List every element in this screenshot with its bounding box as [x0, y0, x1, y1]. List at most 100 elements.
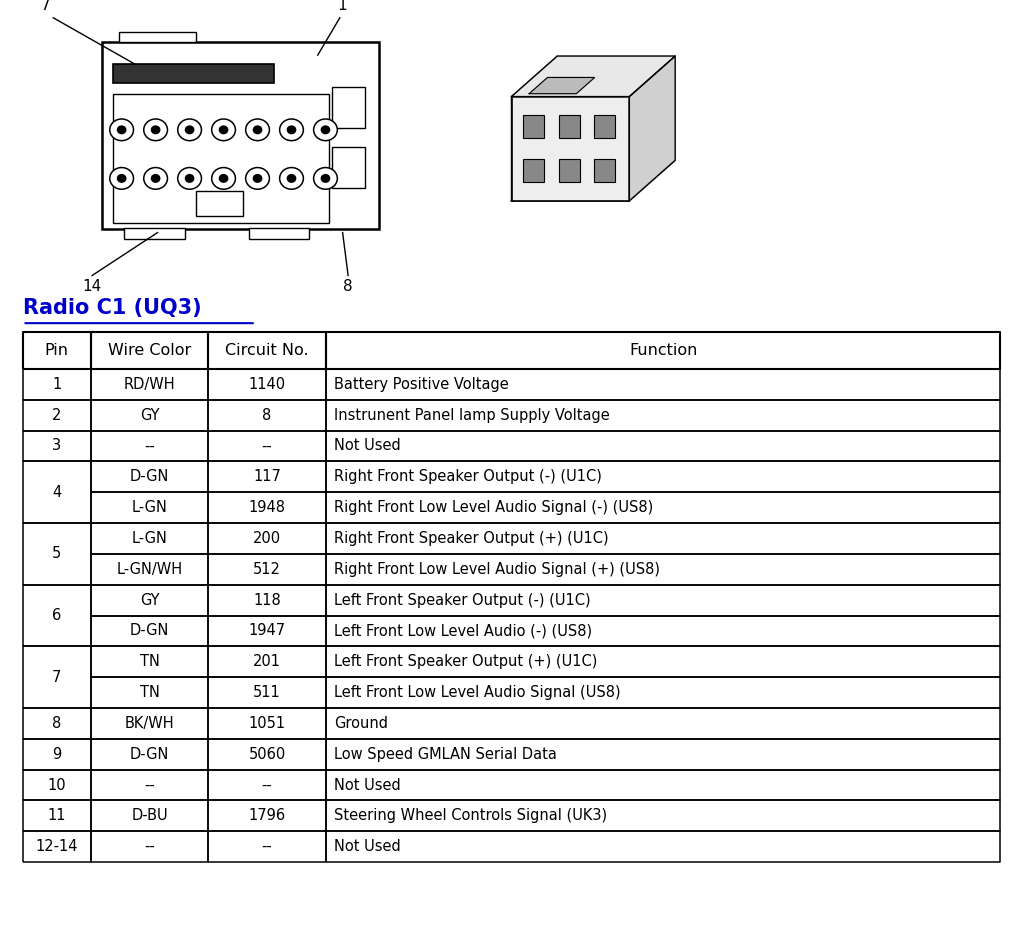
Text: Left Front Speaker Output (-) (U1C): Left Front Speaker Output (-) (U1C) [333, 592, 590, 608]
Bar [524, 115, 544, 138]
Text: 2: 2 [52, 407, 61, 423]
Circle shape [178, 167, 202, 190]
Text: 1: 1 [338, 0, 348, 13]
Text: Low Speed GMLAN Serial Data: Low Speed GMLAN Serial Data [333, 746, 557, 762]
Polygon shape [512, 56, 675, 96]
Text: BK/WH: BK/WH [125, 715, 175, 731]
Bar [119, 32, 196, 42]
Circle shape [144, 119, 168, 141]
Text: 8: 8 [262, 407, 272, 423]
Text: Right Front Speaker Output (-) (U1C): Right Front Speaker Output (-) (U1C) [333, 469, 602, 485]
Text: L-GN: L-GN [132, 531, 168, 546]
Circle shape [246, 167, 269, 190]
Text: 11: 11 [47, 808, 66, 824]
Bar [512, 96, 629, 201]
Bar [114, 64, 273, 83]
Text: Function: Function [629, 343, 698, 358]
Text: --: -- [262, 839, 272, 855]
Polygon shape [512, 161, 675, 201]
Circle shape [212, 167, 235, 190]
Circle shape [279, 167, 304, 190]
Text: Pin: Pin [45, 343, 69, 358]
Text: TN: TN [140, 654, 160, 670]
Text: 7: 7 [41, 0, 51, 13]
Text: 10: 10 [47, 777, 66, 793]
Text: Circuit No.: Circuit No. [225, 343, 309, 358]
Circle shape [118, 126, 126, 134]
Circle shape [144, 167, 168, 190]
Bar [102, 42, 379, 229]
Text: Left Front Low Level Audio Signal (US8): Left Front Low Level Audio Signal (US8) [333, 685, 621, 700]
Text: 6: 6 [52, 608, 61, 623]
Text: 12-14: 12-14 [36, 839, 78, 855]
Text: 1: 1 [52, 376, 61, 392]
Bar [331, 147, 364, 188]
Text: L-GN: L-GN [132, 500, 168, 516]
Text: Radio C1 (UQ3): Radio C1 (UQ3) [23, 298, 202, 318]
Polygon shape [529, 78, 594, 93]
Bar [559, 159, 580, 182]
Text: 118: 118 [253, 592, 281, 608]
Text: 201: 201 [253, 654, 281, 670]
Text: 200: 200 [253, 531, 281, 546]
Text: Not Used: Not Used [333, 839, 401, 855]
Circle shape [246, 119, 269, 141]
Text: 5060: 5060 [249, 746, 285, 762]
Bar [114, 94, 328, 223]
Text: Not Used: Not Used [333, 438, 401, 454]
Text: D-BU: D-BU [131, 808, 168, 824]
Circle shape [287, 175, 296, 182]
Text: Right Front Speaker Output (+) (U1C): Right Front Speaker Output (+) (U1C) [333, 531, 609, 546]
Text: Not Used: Not Used [333, 777, 401, 793]
Bar [249, 228, 309, 239]
Text: Left Front Speaker Output (+) (U1C): Left Front Speaker Output (+) (U1C) [333, 654, 597, 670]
Text: Right Front Low Level Audio Signal (-) (US8): Right Front Low Level Audio Signal (-) (… [333, 500, 653, 516]
Circle shape [212, 119, 235, 141]
Text: 117: 117 [253, 469, 281, 485]
Circle shape [109, 167, 134, 190]
Circle shape [321, 175, 329, 182]
Text: Wire Color: Wire Color [108, 343, 191, 358]
Bar [594, 115, 615, 138]
Text: 1140: 1140 [249, 376, 285, 392]
Text: 1948: 1948 [249, 500, 285, 516]
Text: 9: 9 [52, 746, 61, 762]
Circle shape [314, 119, 338, 141]
Polygon shape [629, 56, 675, 201]
Text: Instrunent Panel lamp Supply Voltage: Instrunent Panel lamp Supply Voltage [333, 407, 610, 423]
Bar [559, 115, 580, 138]
Text: 511: 511 [253, 685, 281, 700]
Text: --: -- [144, 839, 155, 855]
Text: 8: 8 [52, 715, 61, 731]
Text: Left Front Low Level Audio (-) (US8): Left Front Low Level Audio (-) (US8) [333, 623, 592, 639]
Bar [594, 159, 615, 182]
Text: D-GN: D-GN [130, 623, 170, 639]
Text: 1051: 1051 [249, 715, 285, 731]
Text: 1947: 1947 [249, 623, 285, 639]
Text: RD/WH: RD/WH [124, 376, 176, 392]
Text: GY: GY [140, 407, 160, 423]
Circle shape [219, 175, 228, 182]
Text: --: -- [144, 438, 155, 454]
Text: D-GN: D-GN [130, 746, 170, 762]
Text: Right Front Low Level Audio Signal (+) (US8): Right Front Low Level Audio Signal (+) (… [333, 561, 660, 577]
Text: 4: 4 [52, 485, 61, 500]
Circle shape [118, 175, 126, 182]
Text: Steering Wheel Controls Signal (UK3): Steering Wheel Controls Signal (UK3) [333, 808, 607, 824]
Bar [125, 228, 185, 239]
Bar [196, 191, 243, 216]
Circle shape [109, 119, 134, 141]
Circle shape [185, 126, 193, 134]
Circle shape [287, 126, 296, 134]
Circle shape [254, 126, 262, 134]
Text: L-GN/WH: L-GN/WH [117, 561, 183, 577]
Circle shape [314, 167, 338, 190]
Text: TN: TN [140, 685, 160, 700]
Text: 7: 7 [52, 670, 61, 685]
Polygon shape [512, 56, 558, 201]
Bar [331, 87, 364, 128]
Circle shape [151, 175, 160, 182]
Circle shape [151, 126, 160, 134]
Text: 3: 3 [52, 438, 61, 454]
Circle shape [178, 119, 202, 141]
